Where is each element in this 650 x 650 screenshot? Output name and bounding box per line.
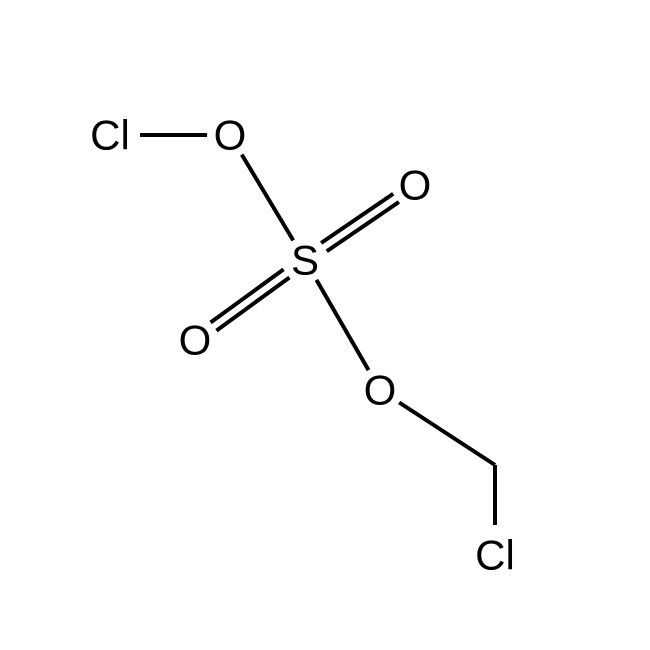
atom-label-cl1: Cl	[90, 112, 130, 159]
diagram-background	[0, 0, 650, 650]
atom-label-cl2: Cl	[475, 532, 515, 579]
atom-label-o1: O	[214, 112, 247, 159]
atom-label-o4: O	[364, 367, 397, 414]
atom-label-o2: O	[179, 317, 212, 364]
atom-label-o3: O	[399, 162, 432, 209]
molecule-diagram: Cl O O S O O Cl	[0, 0, 650, 650]
atom-label-s: S	[291, 237, 319, 284]
